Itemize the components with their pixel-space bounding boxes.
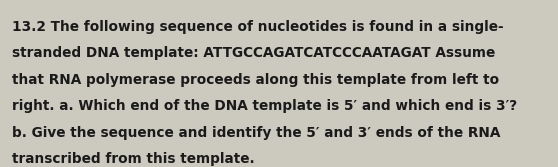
Text: 13.2 The following sequence of nucleotides is found in a single-: 13.2 The following sequence of nucleotid… <box>12 20 504 34</box>
Text: right. a. Which end of the DNA template is 5′ and which end is 3′?: right. a. Which end of the DNA template … <box>12 99 517 113</box>
Text: b. Give the sequence and identify the 5′ and 3′ ends of the RNA: b. Give the sequence and identify the 5′… <box>12 126 501 140</box>
Text: that RNA polymerase proceeds along this template from left to: that RNA polymerase proceeds along this … <box>12 73 499 87</box>
Text: stranded DNA template: ATTGCCAGATCATCCCAATAGAT Assume: stranded DNA template: ATTGCCAGATCATCCCA… <box>12 46 496 60</box>
Text: transcribed from this template.: transcribed from this template. <box>12 152 255 166</box>
